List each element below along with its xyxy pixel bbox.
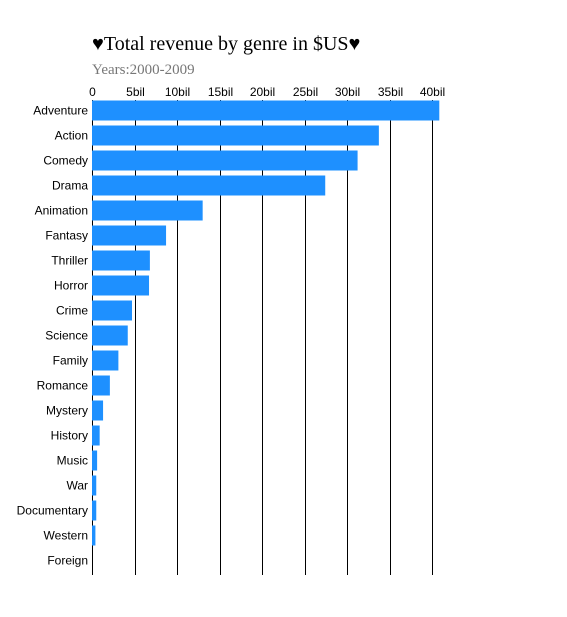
category-label-crime: Crime xyxy=(56,304,88,318)
bars xyxy=(92,101,439,546)
x-tick-label: 10bil xyxy=(165,85,190,99)
bar-comedy xyxy=(92,151,358,171)
bar-science xyxy=(92,326,128,346)
category-label-documentary: Documentary xyxy=(17,504,88,518)
chart-title: ♥Total revenue by genre in $US♥ xyxy=(92,33,360,55)
x-tick-label: 20bil xyxy=(250,85,275,99)
bar-family xyxy=(92,351,118,371)
category-label-science: Science xyxy=(45,329,88,343)
category-label-western: Western xyxy=(44,529,88,543)
category-label-history: History xyxy=(51,429,88,443)
bar-crime xyxy=(92,301,132,321)
bar-thriller xyxy=(92,251,150,271)
category-label-romance: Romance xyxy=(37,379,89,393)
bar-action xyxy=(92,126,379,146)
x-tick-label: 5bil xyxy=(126,85,145,99)
bar-mystery xyxy=(92,401,103,421)
chart-subtitle: Years:2000-2009 xyxy=(92,62,195,78)
bar-documentary xyxy=(92,501,96,521)
gridlines xyxy=(93,100,433,575)
x-tick-label: 15bil xyxy=(208,85,233,99)
bar-western xyxy=(92,526,95,546)
x-tick-label: 25bil xyxy=(293,85,318,99)
bar-animation xyxy=(92,201,203,221)
category-label-war: War xyxy=(66,479,88,493)
y-axis-labels: Adventure Action Comedy Drama Animation Fanta… xyxy=(17,104,89,568)
x-tick-label: 0 xyxy=(89,85,96,99)
category-label-drama: Drama xyxy=(52,179,88,193)
category-label-horror: Horror xyxy=(54,279,88,293)
category-label-action: Action xyxy=(55,129,88,143)
bar-adventure xyxy=(92,101,439,121)
category-label-family: Family xyxy=(53,354,88,368)
x-tick-label: 40bil xyxy=(420,85,445,99)
category-label-foreign: Foreign xyxy=(47,554,88,568)
category-label-animation: Animation xyxy=(35,204,88,218)
bar-music xyxy=(92,451,97,471)
category-label-comedy: Comedy xyxy=(43,154,88,168)
x-tick-label: 30bil xyxy=(335,85,360,99)
bar-romance xyxy=(92,376,110,396)
bar-horror xyxy=(92,276,149,296)
category-label-mystery: Mystery xyxy=(46,404,88,418)
category-label-thriller: Thriller xyxy=(51,254,88,268)
x-tick-label: 35bil xyxy=(378,85,403,99)
bar-fantasy xyxy=(92,226,166,246)
category-label-music: Music xyxy=(57,454,88,468)
bar-war xyxy=(92,476,96,496)
bar-drama xyxy=(92,176,325,196)
bar-history xyxy=(92,426,100,446)
x-axis-ticks: 0 5bil 10bil 15bil 20bil 25bil 30bil 35bil 40bil xyxy=(89,85,445,99)
category-label-adventure: Adventure xyxy=(33,104,88,118)
category-label-fantasy: Fantasy xyxy=(45,229,88,243)
